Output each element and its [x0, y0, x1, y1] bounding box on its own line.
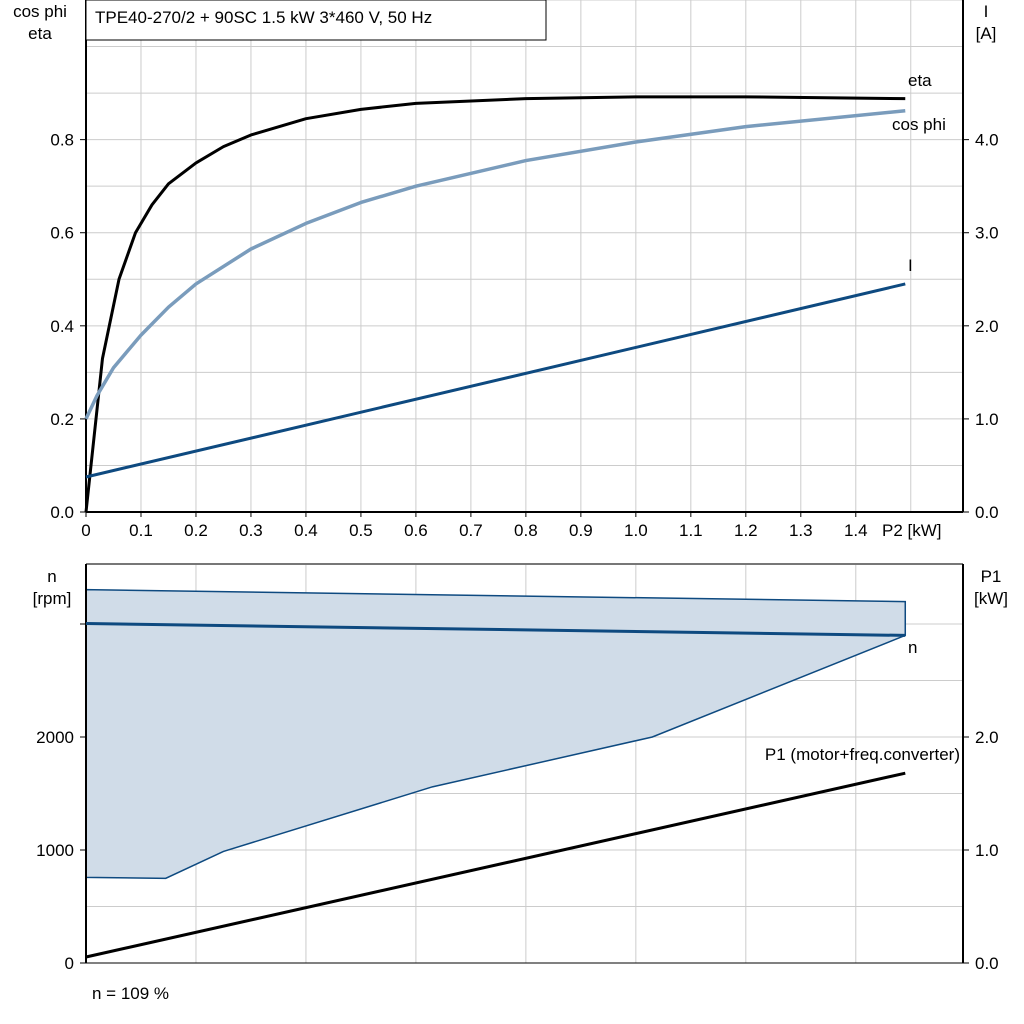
y-axis-label-right: P1 — [981, 567, 1002, 586]
series-line-I — [85, 282, 906, 479]
y-tick-label-right: 1.0 — [975, 410, 999, 429]
x-tick-label: 0.7 — [459, 521, 483, 540]
x-tick-label: 0 — [81, 521, 90, 540]
y-tick-label-right: 0.0 — [975, 503, 999, 522]
x-tick-label: 0.4 — [294, 521, 318, 540]
y-tick-label-left: 1000 — [36, 841, 74, 860]
y-axis-label-left: cos phi — [13, 2, 67, 21]
y-tick-label-left: 0.6 — [50, 224, 74, 243]
x-tick-label: 0.3 — [239, 521, 263, 540]
x-tick-label: 0.9 — [569, 521, 593, 540]
y-axis-label-left: n — [47, 567, 56, 586]
y-tick-label-left: 0 — [65, 954, 74, 973]
top-chart: 0 0.1 0.2 0.3 0.4 0.5 0.6 0.7 0.8 0.9 1.0 1.1 1.2 1.3… — [13, 0, 999, 540]
x-tick-label: 0.6 — [404, 521, 428, 540]
series-line-cos-phi — [84, 109, 906, 420]
x-tick-label: 1.1 — [679, 521, 703, 540]
y-axis-label-right: [A] — [976, 24, 997, 43]
y-tick-label-right: 2.0 — [975, 317, 999, 336]
x-axis-label: P2 [kW] — [882, 521, 942, 540]
y-tick-label-right: 0.0 — [975, 954, 999, 973]
y-axis-label-right: I — [984, 2, 989, 21]
x-tick-label: 0.1 — [129, 521, 153, 540]
y-axis-label-left: [rpm] — [33, 589, 72, 608]
series-label-n: n — [908, 638, 917, 657]
series-label-P1: P1 (motor+freq.converter) — [765, 745, 960, 764]
y-tick-label-left: 2000 — [36, 728, 74, 747]
series-line-n — [85, 622, 906, 637]
footer-note: n = 109 % — [92, 984, 169, 1003]
x-tick-label: 0.8 — [514, 521, 538, 540]
x-tick-label: 1.0 — [624, 521, 648, 540]
y-tick-label-left: 0.4 — [50, 317, 74, 336]
x-tick-label: 0.2 — [184, 521, 208, 540]
chart-title: TPE40-270/2 + 90SC 1.5 kW 3*460 V, 50 Hz — [95, 8, 432, 27]
x-tick-label: 0.5 — [349, 521, 373, 540]
x-tick-label: 1.2 — [734, 521, 758, 540]
series-label-I: I — [908, 256, 913, 275]
y-tick-label-right: 3.0 — [975, 224, 999, 243]
y-tick-label-left: 0.0 — [50, 503, 74, 522]
x-tick-label: 1.4 — [844, 521, 868, 540]
y-tick-label-right: 1.0 — [975, 841, 999, 860]
series-label-eta: eta — [908, 71, 932, 90]
n-range-area — [85, 588, 907, 880]
y-axis-label-left: eta — [28, 24, 52, 43]
series-label-cos-phi: cos phi — [892, 115, 946, 134]
series-line-eta — [84, 95, 906, 513]
x-tick-label: 1.3 — [789, 521, 813, 540]
y-tick-label-left: 0.8 — [50, 131, 74, 150]
y-tick-label-left: 0.2 — [50, 410, 74, 429]
y-axis-label-right: [kW] — [974, 589, 1008, 608]
y-tick-label-right: 2.0 — [975, 728, 999, 747]
title-box — [85, 0, 547, 41]
series-line-P1 — [85, 771, 906, 959]
bottom-chart: 0 1000 2000 0.0 1.0 2.0 n [rpm] P1 [kW] n P1 (motor… — [33, 563, 1008, 973]
y-tick-label-right: 4.0 — [975, 131, 999, 150]
